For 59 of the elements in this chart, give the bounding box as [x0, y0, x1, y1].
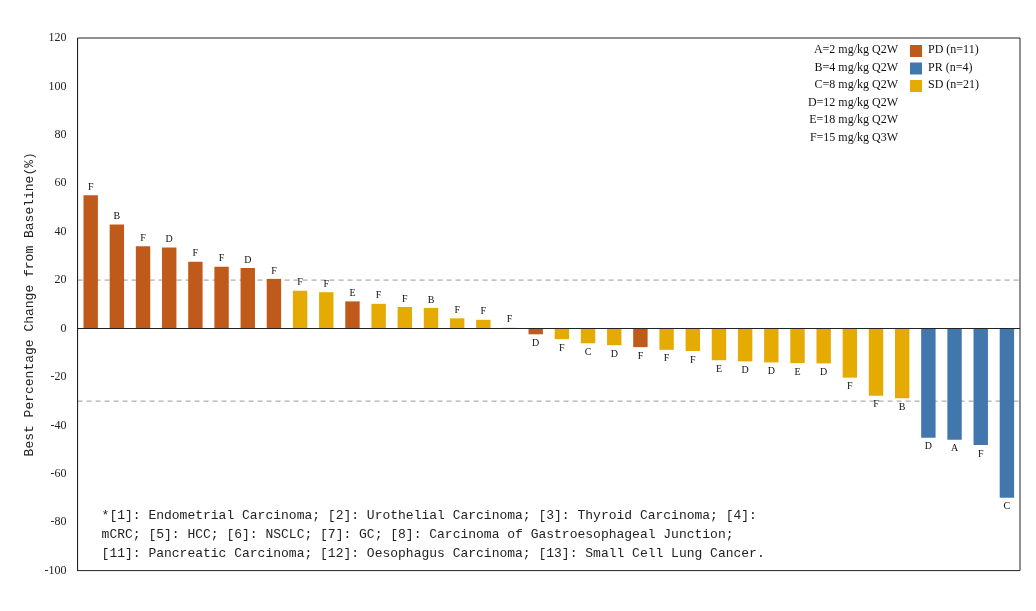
data-label: F	[297, 276, 304, 288]
y-tick-label: 100	[48, 78, 67, 93]
data-label: F	[402, 292, 409, 304]
y-tick-label: -20	[50, 369, 67, 384]
y-tick-label: 60	[54, 175, 67, 190]
data-label: E	[715, 362, 723, 374]
data-label: B	[898, 400, 906, 412]
annotation: E=18 mg/kg Q2W	[809, 112, 899, 127]
data-label: F	[480, 305, 487, 317]
data-label: D	[767, 365, 775, 377]
data-label: F	[323, 277, 330, 289]
y-tick-label: 120	[48, 30, 67, 45]
data-label: C	[1003, 500, 1011, 512]
data-label: D	[820, 366, 828, 377]
data-label: D	[244, 253, 252, 265]
legend-label: PD (n=11)	[928, 42, 979, 57]
y-tick-label: -100	[44, 562, 67, 577]
data-label: D	[165, 233, 173, 245]
data-label: A	[950, 442, 959, 454]
y-tick-label: -40	[50, 417, 67, 432]
annotation: A=2 mg/kg Q2W	[813, 42, 899, 57]
data-label: F	[375, 289, 382, 301]
data-label: B	[427, 293, 435, 305]
annotation: F=15 mg/kg Q3W	[809, 129, 899, 144]
data-label: E	[349, 287, 356, 299]
legend-label: PR (n=4)	[928, 59, 973, 74]
y-tick-label: 20	[54, 272, 67, 287]
data-label: F	[87, 180, 94, 192]
y-tick-label: -80	[50, 514, 67, 529]
data-label: D	[924, 440, 932, 452]
data-label: F	[506, 313, 513, 325]
data-label: E	[794, 365, 801, 377]
data-label: F	[559, 341, 566, 353]
data-label: F	[454, 303, 461, 315]
y-tick-label: 0	[60, 320, 67, 335]
data-label: F	[873, 398, 880, 410]
data-label: F	[218, 252, 225, 264]
data-label: D	[532, 336, 540, 348]
y-axis-title: Best Percentage Change from Baseline(%)	[22, 152, 38, 457]
data-label: F	[663, 352, 670, 364]
data-label: D	[741, 364, 749, 376]
data-label: F	[977, 447, 984, 459]
annotation: *[1]: Endometrial Carcinoma; [2]: Urothelial Carcinoma; [3]: Thyroid Carcinoma; [4]: mCRC; [5]: HCC; [6]: NSCLC; [7]: GC; [8]: Carcinoma of Gastroesophageal Junction; [11]: Pancreatic Carcinoma; [12]: Oesophagus Carcinoma; [13]: Small Cell Lung Cancer.	[101, 507, 765, 561]
annotation: B=4 mg/kg Q2W	[814, 59, 899, 74]
y-tick-label: 40	[54, 223, 67, 238]
y-tick-label: 80	[54, 126, 67, 141]
data-label: D	[610, 347, 618, 359]
annotation: D=12 mg/kg Q2W	[807, 94, 899, 109]
data-label: F	[192, 247, 199, 259]
data-label: F	[140, 231, 147, 243]
data-label: F	[847, 380, 854, 392]
data-label: F	[637, 349, 644, 361]
data-label: C	[584, 345, 592, 357]
legend-label: SD (n=21)	[928, 77, 980, 92]
data-label: F	[690, 353, 696, 365]
data-label: F	[271, 264, 278, 276]
y-tick-label: -60	[50, 465, 67, 480]
annotation: C=8 mg/kg Q2W	[814, 77, 899, 92]
data-label: B	[113, 210, 121, 222]
